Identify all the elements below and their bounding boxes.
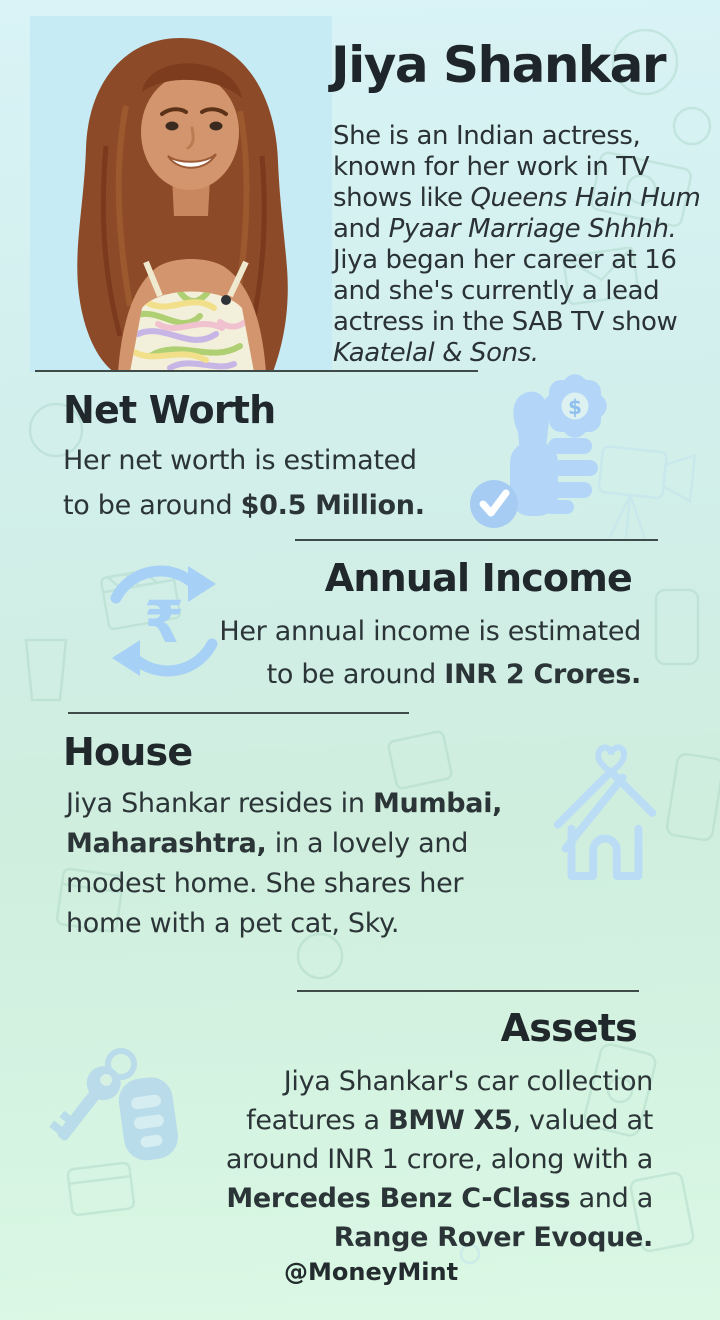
net-worth-heading: Net Worth bbox=[63, 388, 276, 432]
text-segment: in a lovely and bbox=[266, 828, 469, 859]
net-worth-text: Her net worth is estimated to be around … bbox=[63, 438, 425, 528]
rupee-exchange-arrows-icon: ₹ bbox=[110, 565, 218, 677]
check-circle-glyph bbox=[470, 480, 518, 528]
text-line: Jiya Shankar's car collection bbox=[226, 1062, 654, 1101]
text-line: actress in the SAB TV show bbox=[333, 307, 701, 338]
key-glyph bbox=[49, 1066, 121, 1141]
text-line: to be around $0.5 Million. bbox=[63, 483, 425, 528]
text-segment: , valued at bbox=[512, 1105, 654, 1136]
car-keys-icon bbox=[49, 1048, 179, 1161]
text-segment: INR 2 Crores. bbox=[444, 659, 641, 690]
face bbox=[141, 63, 242, 216]
assets-text: Jiya Shankar's car collection features a… bbox=[226, 1062, 653, 1257]
text-segment: Range Rover Evoque. bbox=[333, 1222, 654, 1253]
text-line: Range Rover Evoque. bbox=[226, 1218, 654, 1257]
text-segment: and a bbox=[570, 1183, 654, 1214]
profile-photo-illustration bbox=[30, 16, 332, 372]
text-segment: Jiya Shankar resides in bbox=[66, 788, 373, 819]
text-line: Her net worth is estimated bbox=[63, 438, 425, 483]
text-segment: $0.5 Million. bbox=[240, 490, 425, 521]
text-segment: Her net worth is estimated bbox=[63, 445, 417, 476]
section-divider bbox=[68, 712, 409, 714]
section-divider bbox=[295, 539, 658, 541]
text-segment: actress in the SAB TV show bbox=[333, 307, 678, 337]
text-segment: Mumbai, bbox=[372, 788, 503, 819]
assets-heading: Assets bbox=[500, 1006, 638, 1050]
text-segment: and bbox=[333, 214, 389, 244]
text-line: Jiya Shankar resides in Mumbai, bbox=[66, 784, 502, 824]
house-heading: House bbox=[63, 730, 193, 774]
thumbs-up-glyph bbox=[510, 391, 598, 516]
text-segment: BMW X5 bbox=[388, 1105, 513, 1136]
text-line: shows like Queens Hain Hum bbox=[333, 183, 701, 214]
house-outline-glyph bbox=[553, 767, 657, 880]
text-segment: Kaatelal & Sons. bbox=[333, 338, 539, 368]
text-line: Mercedes Benz C-Class and a bbox=[226, 1179, 653, 1218]
text-segment: She is an Indian actress, bbox=[333, 121, 641, 151]
house-heart-icon bbox=[553, 744, 657, 880]
annual-income-heading: Annual Income bbox=[324, 556, 633, 600]
keyring-glyph bbox=[105, 1048, 137, 1080]
text-segment: Queens Hain Hum bbox=[470, 183, 701, 213]
text-segment: home with a pet cat, Sky. bbox=[66, 908, 400, 939]
gear-glyph: $ bbox=[543, 374, 607, 438]
footer-handle: @MoneyMint bbox=[284, 1258, 459, 1286]
text-segment: modest home. She shares her bbox=[66, 868, 464, 899]
heart-glyph bbox=[595, 744, 627, 775]
text-line: home with a pet cat, Sky. bbox=[66, 904, 502, 944]
text-segment: Maharashtra, bbox=[66, 828, 267, 859]
section-divider bbox=[297, 990, 639, 992]
annual-income-text: Her annual income is estimated to be aro… bbox=[219, 610, 641, 696]
dollar-symbol: $ bbox=[568, 395, 582, 419]
key-fob-glyph bbox=[118, 1077, 179, 1161]
section-divider bbox=[35, 370, 478, 372]
text-segment: known for her work in TV bbox=[333, 152, 650, 182]
text-segment: Jiya began her career at 16 bbox=[333, 245, 677, 275]
text-line: features a BMW X5, valued at bbox=[226, 1101, 653, 1140]
house-text: Jiya Shankar resides in Mumbai, Maharash… bbox=[66, 784, 502, 944]
text-segment: to be around bbox=[266, 659, 445, 690]
text-line: to be around INR 2 Crores. bbox=[219, 653, 642, 696]
text-segment: Pyaar Marriage Shhhh. bbox=[388, 214, 677, 244]
rupee-symbol: ₹ bbox=[144, 588, 184, 656]
page-title: Jiya Shankar bbox=[331, 36, 667, 94]
text-segment: shows like bbox=[333, 183, 471, 213]
text-segment: to be around bbox=[63, 490, 241, 521]
text-segment: Jiya Shankar's car collection bbox=[283, 1066, 654, 1097]
text-line: She is an Indian actress, bbox=[333, 121, 701, 152]
text-line: Maharashtra, in a lovely and bbox=[66, 824, 502, 864]
mic-clip bbox=[221, 295, 231, 305]
text-line: and she's currently a lead bbox=[333, 276, 701, 307]
cycle-arrows-glyph bbox=[110, 565, 218, 677]
text-line: Her annual income is estimated bbox=[219, 610, 641, 653]
text-line: known for her work in TV bbox=[333, 152, 701, 183]
text-segment: Mercedes Benz C-Class bbox=[226, 1183, 571, 1214]
camisole-top bbox=[130, 260, 254, 372]
text-line: modest home. She shares her bbox=[66, 864, 502, 904]
text-segment: and she's currently a lead bbox=[333, 276, 660, 306]
text-segment: around INR 1 crore, along with a bbox=[225, 1144, 653, 1175]
text-line: Kaatelal & Sons. bbox=[333, 338, 701, 369]
thumbs-up-dollar-gear-icon: $ bbox=[470, 374, 607, 528]
text-segment: Her annual income is estimated bbox=[219, 616, 641, 647]
text-line: and Pyaar Marriage Shhhh. bbox=[333, 214, 701, 245]
profile-intro: She is an Indian actress, known for her … bbox=[333, 121, 701, 369]
text-segment: features a bbox=[246, 1105, 389, 1136]
text-line: Jiya began her career at 16 bbox=[333, 245, 701, 276]
text-line: around INR 1 crore, along with a bbox=[226, 1140, 653, 1179]
profile-photo bbox=[30, 16, 332, 372]
